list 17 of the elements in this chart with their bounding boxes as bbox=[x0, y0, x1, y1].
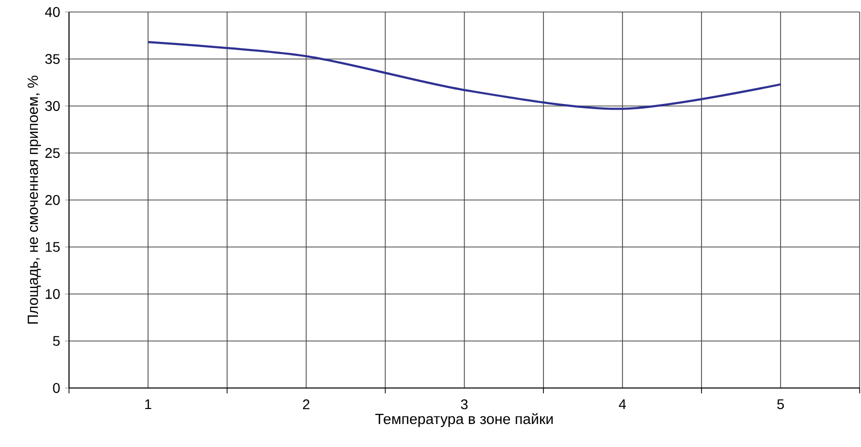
y-tick-label: 30 bbox=[45, 101, 60, 111]
x-tick-label: 1 bbox=[145, 399, 152, 410]
y-tick-label: 40 bbox=[45, 7, 60, 17]
x-tick-label: 3 bbox=[460, 399, 468, 410]
x-tick-label: 5 bbox=[777, 399, 784, 410]
y-tick-label: 5 bbox=[53, 336, 60, 346]
y-tick-label: 0 bbox=[53, 383, 60, 393]
y-tick-label: 35 bbox=[45, 54, 60, 64]
y-tick-label: 20 bbox=[45, 195, 60, 205]
y-tick-label: 25 bbox=[45, 148, 60, 158]
line-series bbox=[147, 41, 782, 110]
y-tick-label: 15 bbox=[46, 242, 60, 252]
x-axis-title: Температура в зоне пайки bbox=[375, 413, 553, 428]
y-tick-label: 10 bbox=[46, 289, 60, 299]
x-tick-label: 2 bbox=[303, 399, 310, 410]
x-tick-label: 4 bbox=[618, 399, 626, 410]
y-axis-title: Площадь, не смоченная припоем, % bbox=[28, 76, 41, 324]
